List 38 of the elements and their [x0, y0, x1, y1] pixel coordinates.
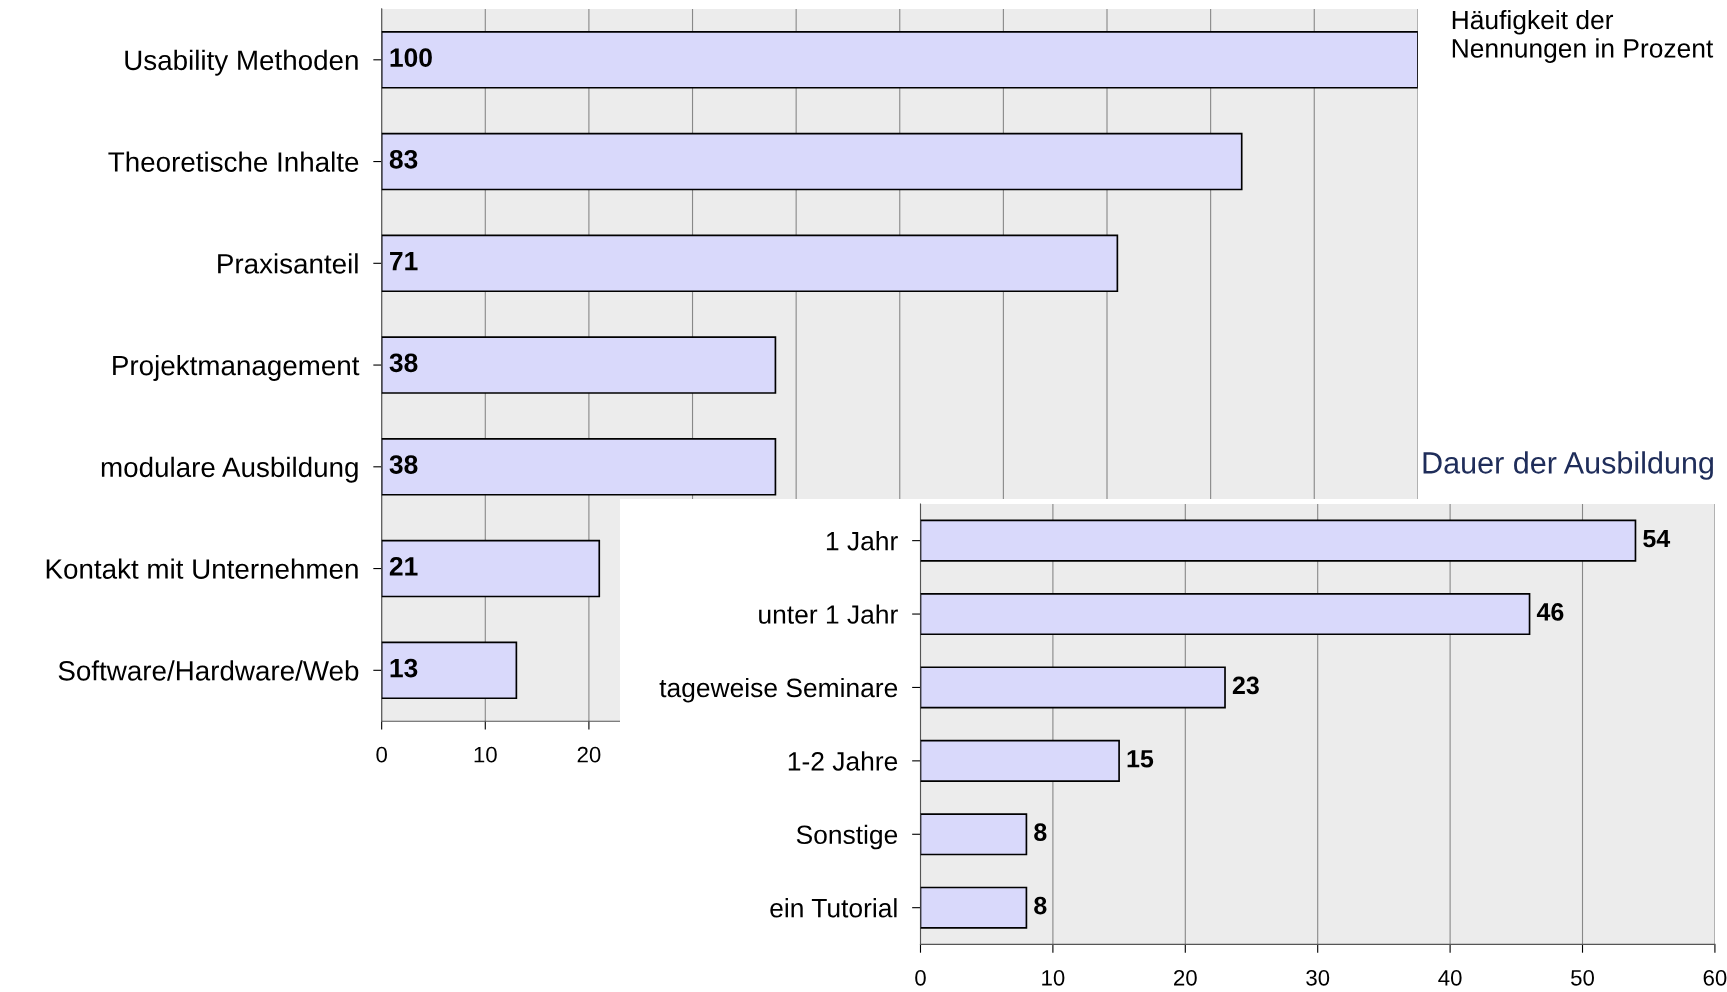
data-label: 8 — [1034, 823, 1047, 841]
y-tick-label: Kontakt mit Unternehmen — [46, 558, 358, 579]
data-label: 71 — [390, 251, 418, 271]
y-tick-label: Sonstige — [796, 824, 898, 850]
x-tick-label: 0 — [915, 969, 926, 986]
x-tick-label: 0 — [376, 746, 387, 763]
y-tick-label: Projektmanagement — [113, 354, 360, 381]
y-tick-label: Theoretische Inhalte — [108, 151, 359, 172]
data-label: 38 — [389, 455, 418, 474]
data-label: 83 — [389, 149, 418, 169]
data-label: 100 — [390, 48, 432, 67]
y-tick-label: 1-2 Jahre — [788, 751, 898, 771]
x-tick-label: 30 — [1306, 969, 1330, 986]
data-label: 21 — [389, 556, 418, 576]
data-label: 38 — [389, 353, 418, 373]
x-tick-label: 10 — [474, 746, 497, 763]
x-tick-label: 20 — [577, 746, 601, 763]
x-tick-label: 40 — [1438, 969, 1462, 986]
y-tick-label: unter 1 Jahr — [759, 604, 898, 624]
y-tick-label: 1 Jahr — [826, 531, 898, 551]
data-label: 54 — [1643, 529, 1671, 548]
data-label: 46 — [1536, 603, 1564, 621]
x-tick-label: 50 — [1571, 969, 1594, 986]
y-tick-label: ein Tutorial — [770, 898, 897, 918]
y-tick-label: Praxisanteil — [218, 253, 358, 274]
x-tick-label: 10 — [1042, 969, 1065, 986]
y-tick-label: Usability Methoden — [125, 49, 358, 76]
text: Häufigkeit der Nennungen in Prozent — [1452, 9, 1714, 63]
x-tick-label: 60 — [1703, 969, 1727, 986]
chart-title: Dauer der Ausbildung — [1423, 451, 1713, 480]
y-tick-label: Software/Hardware/Web — [58, 660, 359, 681]
data-label: 13 — [390, 658, 418, 678]
x-tick-label: 20 — [1174, 969, 1197, 986]
data-label: 23 — [1232, 676, 1259, 695]
y-tick-label: tageweise Seminare — [659, 677, 898, 703]
data-label: 15 — [1127, 750, 1154, 768]
y-tick-label: modulare Ausbildung — [101, 456, 358, 483]
data-label: 8 — [1034, 896, 1047, 915]
